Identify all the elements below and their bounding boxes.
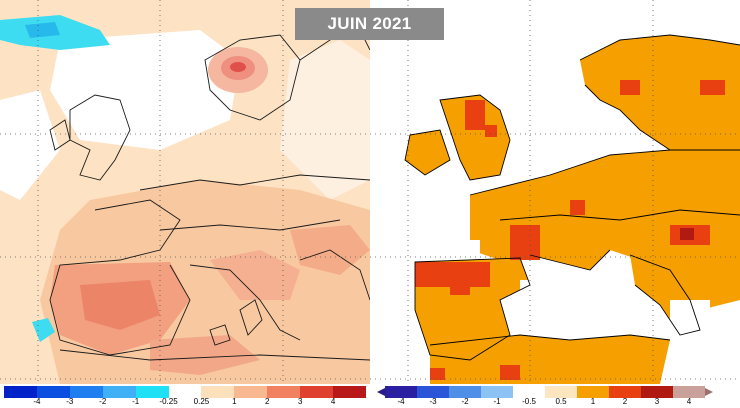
right-colorbar-low-arrow xyxy=(377,388,385,396)
left-anomaly-map xyxy=(0,0,370,384)
right-colorbar-tick: 3 xyxy=(654,397,660,406)
left-colorbar-segment xyxy=(135,386,169,398)
left-colorbar-segment xyxy=(102,386,136,398)
left-map-graphic xyxy=(0,0,370,384)
right-colorbar-segment xyxy=(641,386,673,398)
left-colorbar-tick: 0.25 xyxy=(193,397,210,406)
right-colorbar-segment xyxy=(545,386,577,398)
right-colorbar-ticks: -4 -3 -2 -1 -0.5 0.5 1 2 3 4 xyxy=(385,397,705,408)
right-colorbar-tick: 2 xyxy=(622,397,628,406)
left-colorbar-segment xyxy=(300,386,334,398)
right-colorbar-segment xyxy=(481,386,513,398)
left-colorbar-segment xyxy=(69,386,103,398)
map-title: JUIN 2021 xyxy=(295,8,444,40)
left-colorbar-tick: -0.25 xyxy=(159,397,178,406)
right-colorbar-tick: -4 xyxy=(397,397,405,406)
left-colorbar-tick: 3 xyxy=(297,397,303,406)
right-colorbar-tick: -0.5 xyxy=(522,397,536,406)
right-colorbar-segment xyxy=(449,386,481,398)
left-colorbar-segment xyxy=(234,386,268,398)
right-colorbar-tick: 0.5 xyxy=(555,397,567,406)
left-colorbar-tick: -2 xyxy=(99,397,107,406)
right-colorbar-segment xyxy=(513,386,545,398)
left-colorbar-tick: -3 xyxy=(66,397,74,406)
left-colorbar xyxy=(4,386,366,398)
right-map-graphic xyxy=(370,0,740,384)
right-colorbar-high-arrow xyxy=(705,388,713,396)
left-colorbar-tick: 2 xyxy=(265,397,270,406)
left-colorbar-segment xyxy=(333,386,366,398)
right-colorbar-segment xyxy=(577,386,609,398)
right-colorbar-segment xyxy=(385,386,417,398)
left-colorbar-segment xyxy=(267,386,301,398)
left-colorbar-segment xyxy=(201,386,235,398)
right-colorbar-segment xyxy=(417,386,449,398)
right-colorbar-tick: -3 xyxy=(429,397,437,406)
right-colorbar xyxy=(385,386,705,398)
right-anomaly-map xyxy=(370,0,740,384)
right-colorbar-tick: 4 xyxy=(686,397,692,406)
left-colorbar-tick: 1 xyxy=(232,397,237,406)
left-colorbar-tick: -1 xyxy=(132,397,140,406)
left-colorbar-segment xyxy=(168,386,202,398)
right-colorbar-tick: -1 xyxy=(493,397,501,406)
left-colorbar-segment xyxy=(36,386,70,398)
left-colorbar-segment xyxy=(4,386,37,398)
right-colorbar-segment xyxy=(673,386,705,398)
right-colorbar-segment xyxy=(609,386,641,398)
left-colorbar-ticks: -4 -3 -2 -1 -0.25 0.25 1 2 3 4 xyxy=(4,397,366,408)
left-colorbar-tick: -4 xyxy=(33,397,41,406)
right-colorbar-tick: 1 xyxy=(590,397,596,406)
left-colorbar-tick: 4 xyxy=(330,397,336,406)
right-colorbar-tick: -2 xyxy=(461,397,469,406)
